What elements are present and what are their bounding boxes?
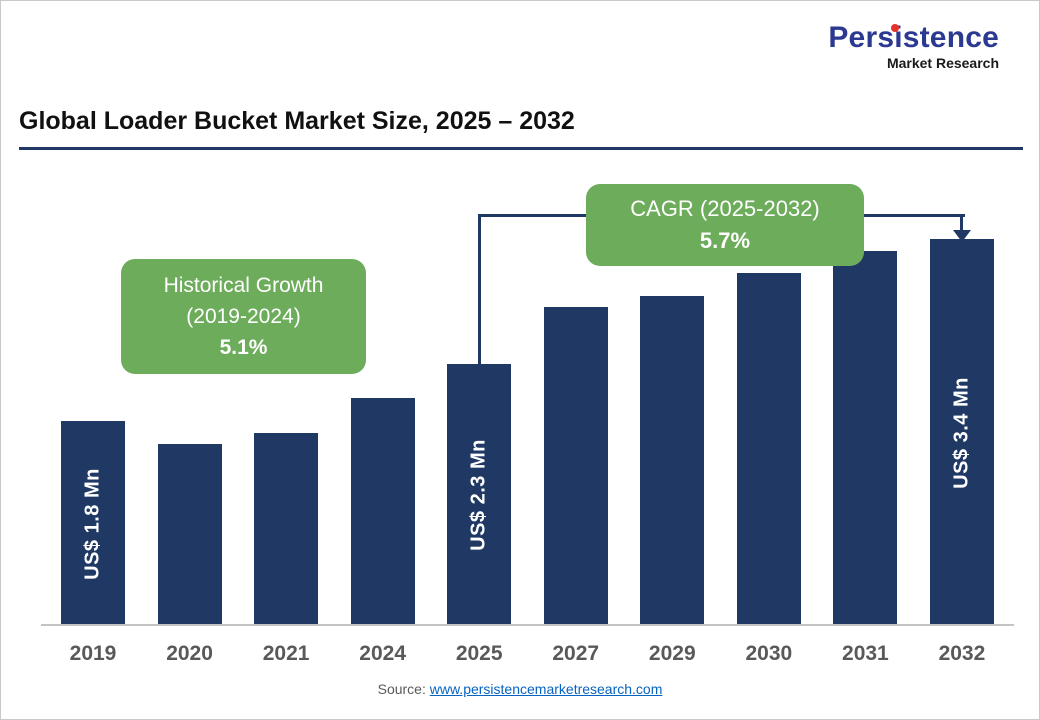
- bar-group-2027: 2027: [543, 171, 608, 665]
- historical-growth-title: Historical Growth: [163, 274, 324, 297]
- title-underline: [19, 147, 1023, 150]
- source-label: Source:: [377, 681, 426, 697]
- bar-2025: US$ 2.3 Mn: [447, 364, 512, 626]
- cagr-callout: CAGR (2025-2032) 5.7%: [586, 184, 864, 266]
- bar-group-2030: 2030: [736, 171, 801, 665]
- bar-group-2024: 2024: [350, 171, 415, 665]
- bar-2031: [833, 251, 898, 626]
- x-axis-label-2019: 2019: [69, 642, 117, 665]
- page-title: Global Loader Bucket Market Size, 2025 –…: [19, 107, 575, 135]
- chart-area: Historical Growth (2019-2024) 5.1% CAGR …: [41, 171, 1014, 665]
- x-axis-label-2025: 2025: [455, 642, 503, 665]
- bar-2032: US$ 3.4 Mn: [929, 239, 994, 626]
- logo-wordmark: Persistence: [828, 23, 999, 53]
- cagr-title: CAGR (2025-2032): [630, 196, 820, 221]
- x-axis-label-2027: 2027: [552, 642, 600, 665]
- bar-2024: [350, 398, 415, 626]
- x-axis-label-2021: 2021: [262, 642, 310, 665]
- logo-subtitle: Market Research: [886, 55, 999, 71]
- bar-group-2032: US$ 3.4 Mn 2032: [929, 171, 994, 665]
- bar-group-2020: 2020: [157, 171, 222, 665]
- cagr-bracket-right-line: [960, 214, 963, 232]
- cagr-bracket-left-line: [478, 214, 481, 365]
- x-axis-label-2032: 2032: [938, 642, 986, 665]
- bar-2021: [254, 433, 319, 626]
- historical-growth-callout: Historical Growth (2019-2024) 5.1%: [121, 259, 366, 375]
- x-axis-line: [41, 624, 1014, 626]
- x-axis-label-2020: 2020: [166, 642, 213, 665]
- source-line: Source: www.persistencemarketresearch.co…: [1, 681, 1039, 697]
- bar-2019: US$ 1.8 Mn: [61, 421, 125, 626]
- x-axis-label-2029: 2029: [648, 642, 696, 665]
- bar-group-2025: US$ 2.3 Mn 2025: [447, 171, 512, 665]
- bar-value-label-2032: US$ 3.4 Mn: [950, 376, 973, 489]
- cagr-arrow-down-icon: [953, 230, 971, 242]
- historical-growth-period: (2019-2024): [186, 305, 301, 329]
- x-axis-label-2030: 2030: [745, 642, 793, 665]
- bar-value-label-2019: US$ 1.8 Mn: [81, 467, 104, 580]
- historical-growth-value: 5.1%: [219, 336, 268, 360]
- bar-value-label-2025: US$ 2.3 Mn: [467, 439, 490, 551]
- bar-2030: [736, 273, 801, 626]
- logo-i-dot-icon: [891, 24, 900, 32]
- x-axis-label-2024: 2024: [359, 642, 406, 665]
- bar-2020: [157, 444, 222, 626]
- bar-group-2029: 2029: [640, 171, 705, 665]
- bars-container: US$ 1.8 Mn 2019 2020 2021 2024 US$ 2.3 Mn 2025…: [41, 171, 1014, 665]
- bar-group-2021: 2021: [254, 171, 319, 665]
- bar-group-2031: 2031: [833, 171, 898, 665]
- bar-group-2019: US$ 1.8 Mn 2019: [61, 171, 125, 665]
- bar-2027: [543, 307, 608, 626]
- logo-text: Persistence: [828, 21, 999, 54]
- cagr-value: 5.7%: [699, 227, 751, 253]
- source-link[interactable]: www.persistencemarketresearch.com: [429, 681, 663, 697]
- logo: Persistence Market Research: [828, 23, 999, 72]
- bar-2029: [640, 296, 705, 626]
- x-axis-label-2031: 2031: [842, 642, 889, 665]
